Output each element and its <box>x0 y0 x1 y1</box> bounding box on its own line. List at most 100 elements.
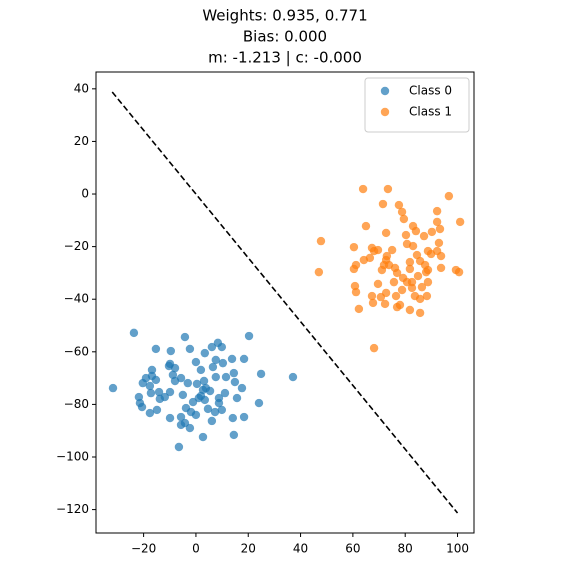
point <box>237 383 247 393</box>
point <box>407 283 417 293</box>
point <box>391 291 401 301</box>
point <box>411 226 421 236</box>
point <box>369 246 379 256</box>
y-tick-label: 40 <box>74 81 89 95</box>
point <box>419 231 429 241</box>
point <box>230 377 240 387</box>
point <box>146 388 156 398</box>
point <box>405 264 415 274</box>
point <box>147 365 157 375</box>
point <box>378 199 388 209</box>
x-tick-label: 40 <box>293 542 308 556</box>
point <box>415 308 425 318</box>
point <box>405 257 415 267</box>
point <box>454 267 464 277</box>
point <box>392 268 402 278</box>
point <box>444 191 454 201</box>
point <box>178 390 188 400</box>
legend-box <box>364 77 470 133</box>
point <box>351 287 361 297</box>
point <box>413 271 423 281</box>
point <box>415 294 425 304</box>
x-tick-label: 80 <box>398 542 413 556</box>
point <box>377 265 387 275</box>
point <box>220 388 230 398</box>
point <box>108 383 118 393</box>
point <box>188 397 198 407</box>
point <box>365 253 375 263</box>
point <box>369 343 379 353</box>
decision-boundary <box>111 91 459 514</box>
point <box>207 342 217 352</box>
point <box>381 288 391 298</box>
y-tick-label: −20 <box>64 239 89 253</box>
point <box>349 242 359 252</box>
point <box>176 420 186 430</box>
point <box>211 355 221 365</box>
y-tick-label: −80 <box>64 397 89 411</box>
point <box>155 394 165 404</box>
x-tick-label: 0 <box>192 542 200 556</box>
point <box>152 405 162 415</box>
point <box>192 379 202 389</box>
point <box>432 206 442 216</box>
y-tick-label: −120 <box>56 502 89 516</box>
point <box>417 282 427 292</box>
point <box>174 442 184 452</box>
point <box>423 277 433 287</box>
point <box>367 291 377 301</box>
point <box>314 267 324 277</box>
point <box>351 260 361 270</box>
point <box>185 423 195 433</box>
point <box>191 357 201 367</box>
point <box>203 404 213 414</box>
point <box>455 217 465 227</box>
point <box>165 387 175 397</box>
point <box>288 372 298 382</box>
point <box>145 381 155 391</box>
legend-marker <box>380 86 390 96</box>
point <box>412 250 422 260</box>
point <box>201 383 211 393</box>
point <box>405 305 415 315</box>
point <box>154 387 164 397</box>
point <box>151 344 161 354</box>
point <box>213 338 223 348</box>
point <box>214 393 224 403</box>
point <box>200 348 210 358</box>
point <box>422 291 432 301</box>
x-tick-label: 60 <box>345 542 360 556</box>
point <box>185 344 195 354</box>
y-tick-label: −60 <box>64 344 89 358</box>
point <box>427 227 437 237</box>
point <box>436 251 446 261</box>
point <box>232 393 242 403</box>
point <box>373 279 383 289</box>
point <box>166 346 176 356</box>
point <box>354 304 364 314</box>
point <box>218 358 228 368</box>
point <box>436 263 446 273</box>
point <box>145 408 155 418</box>
point <box>196 365 206 375</box>
point <box>134 392 144 402</box>
point <box>383 184 393 194</box>
point <box>401 230 411 240</box>
point <box>168 370 178 380</box>
point <box>217 405 227 415</box>
point <box>423 265 433 275</box>
point <box>208 362 218 372</box>
point <box>380 299 390 309</box>
point <box>176 412 186 422</box>
point <box>191 410 201 420</box>
chart-title: m: -1.213 | c: -0.000 <box>208 49 362 67</box>
plot-frame <box>95 71 475 534</box>
point <box>180 332 190 342</box>
x-tick-label: 100 <box>446 542 469 556</box>
point <box>397 285 407 295</box>
legend-label: Class 0 <box>409 84 452 98</box>
point <box>384 260 394 270</box>
legend-marker <box>380 107 390 117</box>
point <box>129 328 139 338</box>
